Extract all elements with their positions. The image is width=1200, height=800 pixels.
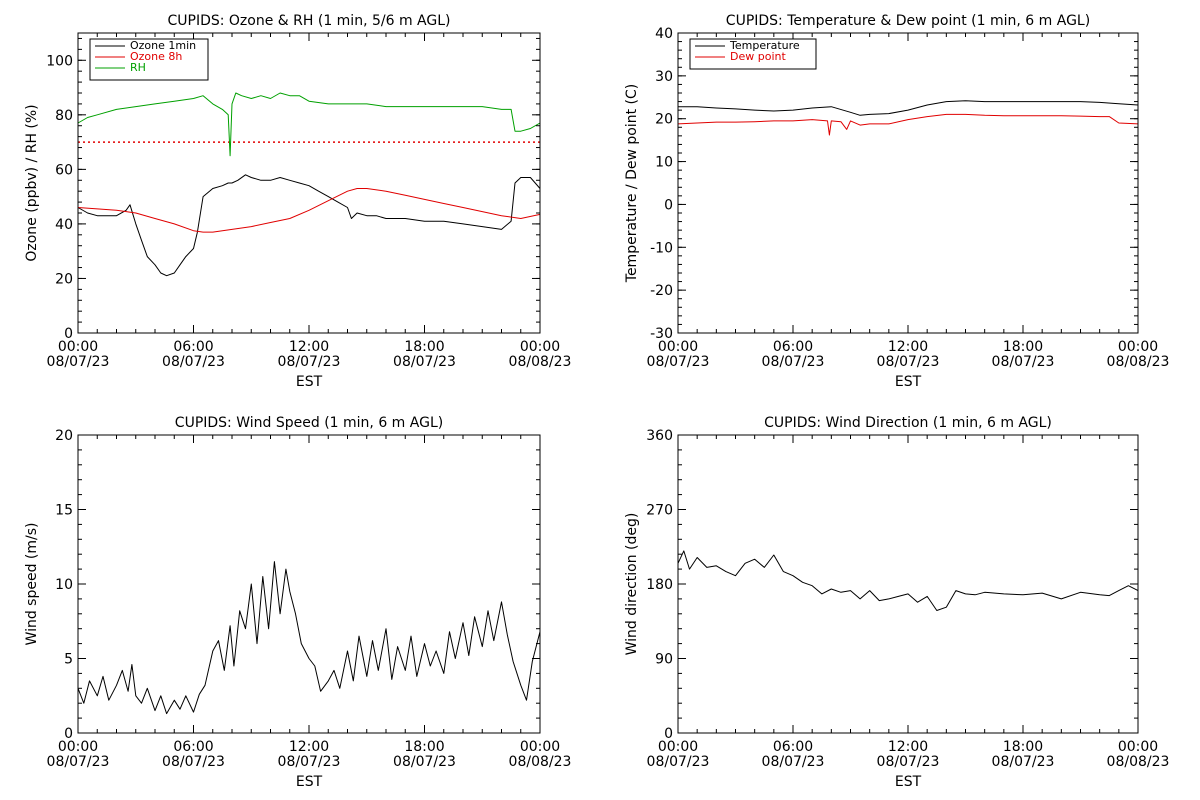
y-axis-label: Wind speed (m/s) [24,523,40,646]
y-tick-label: 40 [55,217,73,233]
x-tick-time: 06:00 [173,739,213,755]
chart-title: CUPIDS: Wind Direction (1 min, 6 m AGL) [764,415,1052,431]
x-tick-date: 08/07/23 [278,754,341,770]
legend-label: RH [130,61,146,74]
legend-box [689,38,817,70]
x-tick-date: 08/08/23 [509,354,572,370]
y-tick-label: 360 [646,428,673,444]
y-tick-label: 90 [655,652,673,668]
x-tick-date: 08/07/23 [393,754,456,770]
x-tick-date: 08/07/23 [47,354,110,370]
x-tick-time: 12:00 [888,339,928,355]
x-tick-date: 08/07/23 [647,754,710,770]
y-tick-label: 80 [55,108,73,124]
x-tick-time: 00:00 [58,739,98,755]
panel-wind-speed: CUPIDS: Wind Speed (1 min, 6 m AGL) 0 5 10 1… [24,415,571,790]
y-tick-label: 0 [664,197,673,213]
y-tick-label: 40 [655,26,673,42]
series-line-2 [77,92,541,157]
y-axis-label: Temperature / Dew point (C) [624,84,640,283]
x-tick-time: 00:00 [520,739,560,755]
x-axis-label: EST [296,774,323,790]
x-tick-time: 00:00 [658,739,698,755]
series-line-0 [77,174,541,277]
chart-title: CUPIDS: Temperature & Dew point (1 min, … [726,13,1090,29]
y-tick-label: -30 [650,326,673,342]
series-line-0 [677,550,1139,611]
x-tick-time: 00:00 [658,339,698,355]
plot-frame [677,434,1139,734]
x-tick-date: 08/07/23 [992,754,1055,770]
series-line-1 [77,188,541,233]
y-tick-label: -10 [650,240,673,256]
y-tick-label: 60 [55,162,73,178]
y-tick-label: 10 [55,577,73,593]
x-tick-time: 00:00 [58,339,98,355]
x-tick-time: 18:00 [1003,739,1043,755]
y-axis-label: Wind direction (deg) [624,513,640,656]
chart-title: CUPIDS: Ozone & RH (1 min, 5/6 m AGL) [167,13,450,29]
y-tick-label: 0 [664,726,673,742]
y-tick-label: 15 [55,503,73,519]
y-tick-label: 5 [64,652,73,668]
x-tick-date: 08/07/23 [278,354,341,370]
panel-wind-direction: CUPIDS: Wind Direction (1 min, 6 m AGL) 0… [624,415,1169,790]
y-tick-label: 10 [655,155,673,171]
y-tick-label: 20 [655,112,673,128]
y-tick-label: 20 [55,271,73,287]
x-tick-date: 08/08/23 [1107,354,1170,370]
legend-label: Dew point [730,50,786,63]
panel-temperature-dewpoint: CUPIDS: Temperature & Dew point (1 min, … [624,13,1169,390]
x-tick-time: 06:00 [773,339,813,355]
x-axis-label: EST [895,774,922,790]
y-tick-label: 0 [64,326,73,342]
x-tick-date: 08/07/23 [877,354,940,370]
x-tick-date: 08/07/23 [47,754,110,770]
legend-label: Ozone 1min [130,39,196,52]
x-tick-time: 18:00 [404,739,444,755]
x-tick-time: 12:00 [289,739,329,755]
series-line-0 [678,100,1139,116]
y-tick-label: 100 [46,53,73,69]
x-tick-time: 18:00 [1003,339,1043,355]
x-tick-time: 00:00 [520,339,560,355]
y-tick-label: 0 [64,726,73,742]
y-tick-label: 180 [646,577,673,593]
x-axis-label: EST [296,374,323,390]
series-line-1 [677,113,1139,136]
legend-label: Ozone 8h [130,50,182,63]
panel-ozone-rh: CUPIDS: Ozone & RH (1 min, 5/6 m AGL) 0 20… [24,13,571,390]
y-tick-label: 30 [655,69,673,85]
x-tick-date: 08/07/23 [992,354,1055,370]
x-tick-date: 08/07/23 [762,754,825,770]
y-tick-label: 20 [55,428,73,444]
x-tick-time: 12:00 [888,739,928,755]
x-axis-label: EST [895,374,922,390]
x-tick-date: 08/08/23 [509,754,572,770]
x-tick-date: 08/07/23 [762,354,825,370]
chart-title: CUPIDS: Wind Speed (1 min, 6 m AGL) [175,415,443,431]
x-tick-date: 08/07/23 [647,354,710,370]
x-tick-date: 08/07/23 [393,354,456,370]
x-tick-date: 08/07/23 [162,754,225,770]
legend-label: Temperature [729,39,800,52]
x-tick-time: 18:00 [404,339,444,355]
x-tick-time: 12:00 [289,339,329,355]
x-tick-date: 08/08/23 [1107,754,1170,770]
series-line-0 [77,561,541,715]
x-tick-time: 06:00 [173,339,213,355]
x-tick-date: 08/07/23 [162,354,225,370]
x-tick-date: 08/07/23 [877,754,940,770]
x-tick-time: 00:00 [1118,339,1158,355]
plot-frame [677,32,1139,334]
x-tick-time: 06:00 [773,739,813,755]
y-tick-label: 270 [646,503,673,519]
x-tick-time: 00:00 [1118,739,1158,755]
y-tick-label: -20 [650,283,673,299]
y-axis-label: Ozone (ppbv) / RH (%) [24,104,40,261]
